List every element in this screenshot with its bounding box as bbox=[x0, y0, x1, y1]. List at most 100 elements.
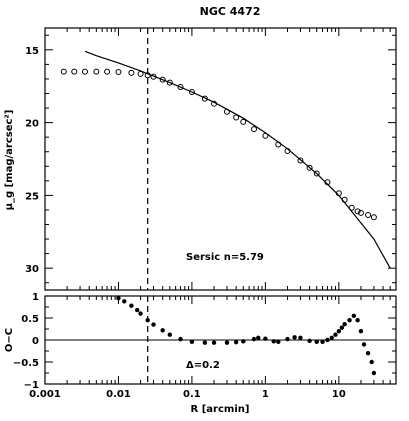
profile-data-point bbox=[313, 170, 320, 177]
residual-data-point bbox=[251, 336, 257, 342]
residual-data-point bbox=[271, 339, 276, 344]
top-plot-frame bbox=[44, 27, 397, 291]
residual-data-point bbox=[358, 329, 364, 334]
profile-data-point bbox=[275, 141, 282, 148]
residual-data-point bbox=[263, 336, 268, 341]
residual-data-point bbox=[355, 318, 360, 323]
delta-annotation: Δ=0.2 bbox=[186, 360, 220, 371]
y-tick-label: 20 bbox=[25, 119, 39, 130]
residual-data-point bbox=[178, 336, 183, 342]
profile-data-point bbox=[297, 157, 304, 164]
residual-data-point bbox=[292, 335, 297, 340]
residual-data-point bbox=[151, 322, 156, 327]
residual-data-point bbox=[224, 340, 230, 345]
chart-title: NGC 4472 bbox=[200, 5, 261, 18]
residual-data-point bbox=[160, 328, 165, 333]
profile-data-point bbox=[284, 147, 291, 154]
residual-data-point bbox=[369, 359, 374, 365]
sersic-fit-line bbox=[84, 50, 391, 269]
profile-data-point bbox=[159, 76, 166, 83]
profile-data-point bbox=[177, 83, 184, 90]
residual-data-point bbox=[285, 336, 290, 342]
profile-data-point bbox=[115, 68, 122, 75]
profile-data-point bbox=[128, 69, 135, 76]
residual-data-point bbox=[189, 339, 195, 344]
profile-data-point bbox=[150, 73, 157, 80]
x-tick-label: 0.001 bbox=[29, 389, 61, 400]
sersic-annotation: Sersic n=5.79 bbox=[186, 252, 264, 263]
residual-data-point bbox=[314, 339, 319, 344]
residual-data-point bbox=[135, 307, 140, 313]
residual-data-point bbox=[347, 318, 352, 323]
residual-data-point bbox=[122, 299, 127, 304]
profile-data-point bbox=[144, 72, 151, 79]
profile-data-point bbox=[201, 95, 208, 102]
profile-data-point bbox=[233, 114, 240, 121]
data-marks bbox=[45, 28, 396, 384]
residual-data-point bbox=[145, 318, 150, 323]
profile-data-point bbox=[188, 89, 195, 96]
residual-data-point bbox=[138, 311, 143, 316]
profile-data-point bbox=[93, 68, 100, 75]
residual-data-point bbox=[167, 332, 173, 337]
x-tick-label: 1 bbox=[262, 389, 269, 400]
x-axis-label: R [arcmin] bbox=[191, 404, 250, 415]
profile-data-point bbox=[137, 70, 144, 77]
profile-data-point bbox=[223, 108, 230, 115]
x-tick-label: 0.1 bbox=[183, 389, 201, 400]
profile-data-point bbox=[240, 118, 247, 125]
x-tick-label: 0.01 bbox=[106, 389, 131, 400]
profile-data-point bbox=[60, 68, 67, 75]
y-tick-label: 30 bbox=[25, 264, 39, 275]
residual-data-point bbox=[276, 339, 281, 344]
y-tick-label: 15 bbox=[25, 46, 39, 57]
residual-data-point bbox=[202, 340, 208, 345]
residual-data-point bbox=[361, 342, 367, 347]
y-tick-label: 25 bbox=[25, 191, 39, 202]
bottom-y-axis-label: O−C bbox=[4, 328, 15, 352]
y-tick-label: −0.5 bbox=[13, 358, 39, 369]
profile-data-point bbox=[365, 212, 372, 219]
y-tick-label: 0 bbox=[32, 336, 39, 347]
profile-data-point bbox=[166, 79, 173, 86]
residual-data-point bbox=[298, 335, 303, 340]
y-tick-label: 1 bbox=[32, 292, 39, 303]
profile-data-point bbox=[211, 100, 218, 107]
profile-data-point bbox=[262, 132, 269, 139]
residual-data-point bbox=[211, 340, 217, 345]
residual-data-point bbox=[351, 313, 357, 318]
y-tick-label: −1 bbox=[24, 380, 39, 391]
y-tick-label: 0.5 bbox=[21, 314, 39, 325]
profile-data-point bbox=[250, 126, 257, 133]
residual-data-point bbox=[233, 340, 239, 345]
residual-data-point bbox=[339, 325, 345, 330]
profile-data-point bbox=[354, 208, 361, 215]
residual-data-point bbox=[371, 370, 377, 376]
residual-data-point bbox=[256, 335, 261, 340]
residual-data-point bbox=[129, 303, 134, 308]
profile-data-point bbox=[71, 68, 78, 75]
profile-data-point bbox=[104, 68, 111, 75]
residual-data-point bbox=[365, 351, 371, 356]
residual-data-point bbox=[329, 335, 334, 340]
profile-data-point bbox=[370, 214, 377, 221]
residual-data-point bbox=[307, 338, 312, 344]
profile-data-point bbox=[341, 196, 348, 203]
x-tick-label: 10 bbox=[332, 389, 346, 400]
profile-data-point bbox=[324, 179, 331, 186]
residual-data-point bbox=[320, 339, 325, 344]
residual-data-point bbox=[333, 332, 338, 337]
top-y-axis-label: μ_g [mag/arcsec²] bbox=[4, 110, 15, 211]
residual-data-point bbox=[336, 329, 342, 334]
residual-data-point bbox=[325, 337, 330, 343]
residual-data-point bbox=[241, 339, 246, 344]
residual-data-point bbox=[342, 321, 347, 327]
profile-data-point bbox=[335, 190, 342, 197]
profile-data-point bbox=[357, 209, 364, 216]
profile-data-point bbox=[306, 164, 313, 171]
profile-data-point bbox=[81, 68, 88, 75]
profile-data-point bbox=[348, 204, 355, 211]
axis-ticks: 0.001 0.01 0.1 1 10 15 20 25 30 1 0.5 0 −0.5 −1 bbox=[13, 28, 397, 400]
residual-data-point bbox=[116, 296, 121, 301]
